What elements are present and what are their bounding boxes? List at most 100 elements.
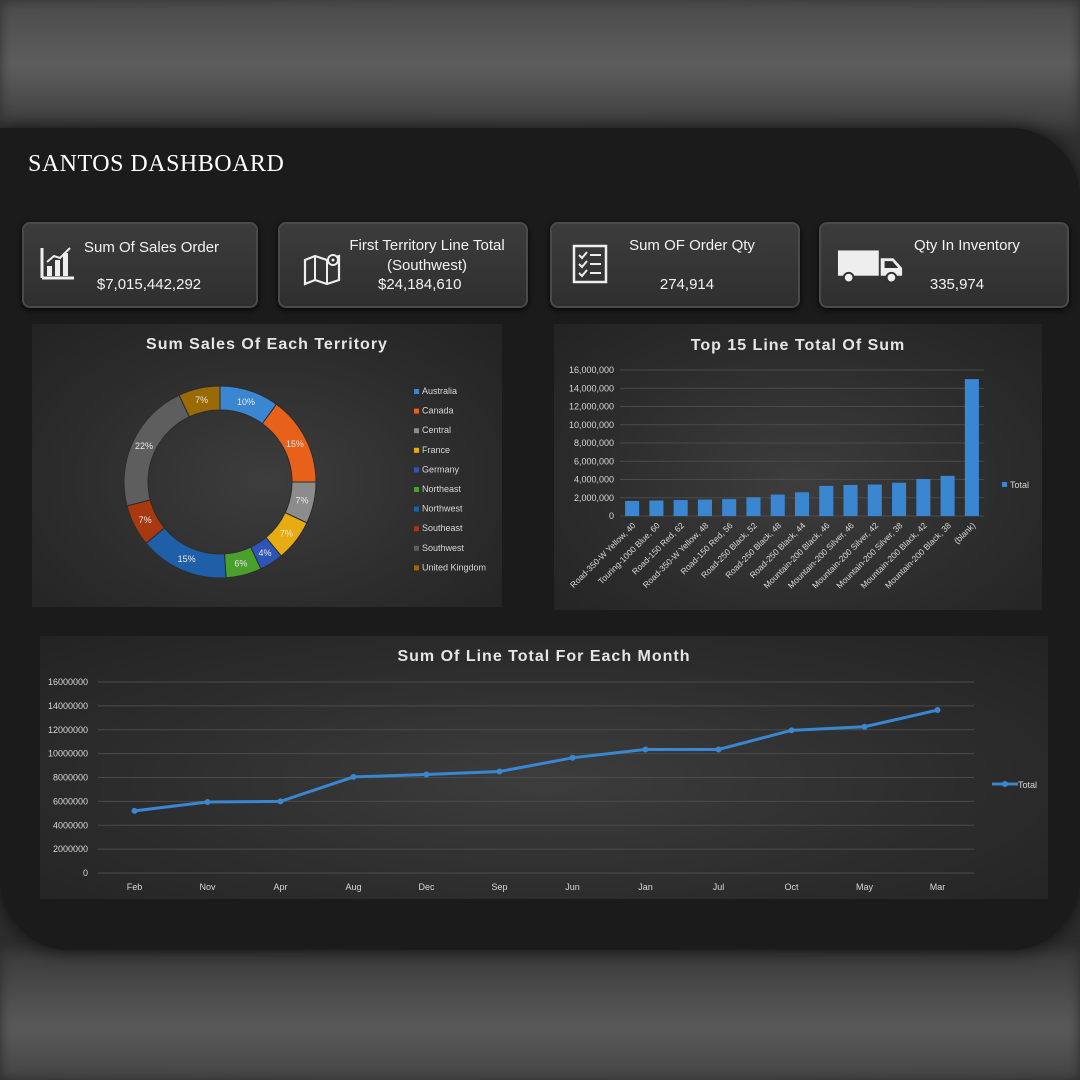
legend-item: Total (1018, 780, 1037, 790)
donut-data-label: 10% (237, 397, 255, 407)
y-tick-label: 2000000 (53, 844, 88, 854)
legend-marker (1002, 781, 1008, 787)
donut-data-label: 15% (286, 439, 304, 449)
donut-data-label: 22% (135, 441, 153, 451)
x-tick-label: Dec (418, 882, 435, 892)
x-tick-label: Jun (565, 882, 580, 892)
y-tick-label: 4000000 (53, 820, 88, 830)
background-blur-top (0, 0, 1080, 130)
bar[interactable] (746, 497, 761, 516)
legend-swatch (414, 467, 419, 473)
donut-slice-southwest[interactable] (123, 394, 191, 507)
kpi-value: 335,974 (929, 276, 985, 293)
y-tick-label: 4,000,000 (574, 475, 614, 485)
data-point[interactable] (496, 768, 503, 775)
bar[interactable] (940, 475, 955, 516)
kpi-value: $7,015,442,292 (96, 276, 202, 293)
data-point[interactable] (715, 746, 722, 753)
donut-data-label: 4% (259, 548, 272, 558)
kpi-value: $24,184,610 (378, 276, 462, 293)
donut-slice-united-kingdom[interactable] (178, 385, 221, 418)
bar-chart-card: Top 15 Line Total Of Sum 0 2,000,000 4,000… (554, 324, 1042, 610)
donut-chart-card: Sum Sales Of Each Territory 10% 15% 7% 7% 4%… (32, 324, 502, 607)
kpi-card-sales-order[interactable]: Sum Of Sales Order $7,015,442,292 (22, 222, 258, 308)
kpi-label-line1: First Territory Line Total (349, 237, 505, 254)
legend-item: Germany (422, 464, 460, 474)
data-point[interactable] (204, 798, 211, 805)
checklist-icon (572, 244, 608, 284)
bar[interactable] (819, 485, 834, 516)
legend-swatch (1002, 482, 1007, 487)
kpi-label-line2: (Southwest) (386, 257, 468, 274)
y-tick-label: 10,000,000 (569, 420, 614, 430)
bar[interactable] (697, 499, 712, 516)
donut-data-label: 7% (139, 515, 152, 525)
kpi-label: Sum Of Sales Order (84, 239, 220, 256)
legend-swatch (414, 447, 419, 453)
legend-swatch (414, 545, 419, 551)
kpi-value: 274,914 (659, 276, 715, 293)
y-tick-label: 16,000,000 (569, 365, 614, 375)
y-tick-label: 6000000 (53, 796, 88, 806)
bar[interactable] (673, 500, 688, 516)
kpi-label: Qty In Inventory (914, 237, 1020, 254)
x-tick-label: Oct (784, 882, 799, 892)
map-pin-icon (303, 254, 341, 286)
donut-chart-title: Sum Sales Of Each Territory (146, 336, 388, 353)
bar[interactable] (916, 479, 931, 516)
y-tick-label: 12,000,000 (569, 402, 614, 412)
legend-swatch (414, 389, 419, 394)
bar[interactable] (867, 484, 882, 516)
bar[interactable] (794, 492, 810, 516)
legend-item: Central (422, 425, 451, 435)
legend-item: Northeast (422, 484, 462, 494)
bar[interactable] (722, 499, 737, 516)
kpi-card-order-qty[interactable]: Sum OF Order Qty 274,914 (550, 222, 800, 308)
data-point[interactable] (131, 807, 138, 814)
line-chart-card: Sum Of Line Total For Each Month 0 200000… (40, 636, 1048, 899)
donut-slice-northwest[interactable] (145, 527, 227, 579)
x-tick-label: (blank) (952, 520, 978, 546)
y-tick-label: 0 (609, 511, 614, 521)
donut-data-label: 7% (195, 395, 208, 405)
legend-item: Australia (422, 386, 457, 396)
data-point[interactable] (642, 746, 649, 753)
bar[interactable] (649, 500, 664, 516)
data-point[interactable] (788, 727, 795, 734)
x-tick-label: Aug (345, 882, 361, 892)
series-line (134, 708, 938, 813)
bar[interactable] (843, 484, 858, 516)
legend-swatch (414, 428, 419, 434)
kpi-card-territory-line-total[interactable]: First Territory Line Total (Southwest) $… (278, 222, 528, 308)
bar[interactable] (964, 379, 979, 516)
x-tick-label: Jan (638, 882, 653, 892)
donut-data-label: 15% (178, 554, 196, 564)
data-point[interactable] (861, 723, 868, 730)
y-tick-label: 16000000 (48, 677, 88, 687)
x-tick-label: Apr (273, 882, 287, 892)
donut-data-label: 6% (234, 558, 247, 568)
bar[interactable] (770, 494, 785, 516)
truck-icon (837, 250, 903, 284)
y-tick-label: 14,000,000 (569, 383, 614, 393)
y-tick-label: 8,000,000 (574, 438, 614, 448)
data-point[interactable] (423, 771, 430, 778)
bar[interactable] (892, 482, 907, 516)
legend-item: Canada (422, 406, 454, 416)
legend-item: Southeast (422, 523, 463, 533)
data-point[interactable] (277, 798, 284, 805)
legend-item: Total (1010, 480, 1029, 490)
x-tick-label: Feb (127, 882, 143, 892)
legend-swatch (414, 408, 419, 414)
legend-item: Southwest (422, 543, 465, 553)
donut-data-label: 7% (280, 528, 293, 538)
bar-chart: 0 2,000,000 4,000,000 6,000,000 8,000,000 10,… (568, 365, 1029, 591)
data-point[interactable] (350, 773, 357, 780)
legend-item: France (422, 445, 450, 455)
donut-chart: 10% 15% 7% 7% 4% 6% 15% 7% 22% 7% Australia Canada C… (123, 385, 486, 579)
data-point[interactable] (934, 707, 941, 714)
bar[interactable] (625, 500, 640, 516)
kpi-card-qty-inventory[interactable]: Qty In Inventory 335,974 (819, 222, 1069, 308)
background-blur-bottom (0, 950, 1080, 1080)
data-point[interactable] (569, 754, 576, 761)
